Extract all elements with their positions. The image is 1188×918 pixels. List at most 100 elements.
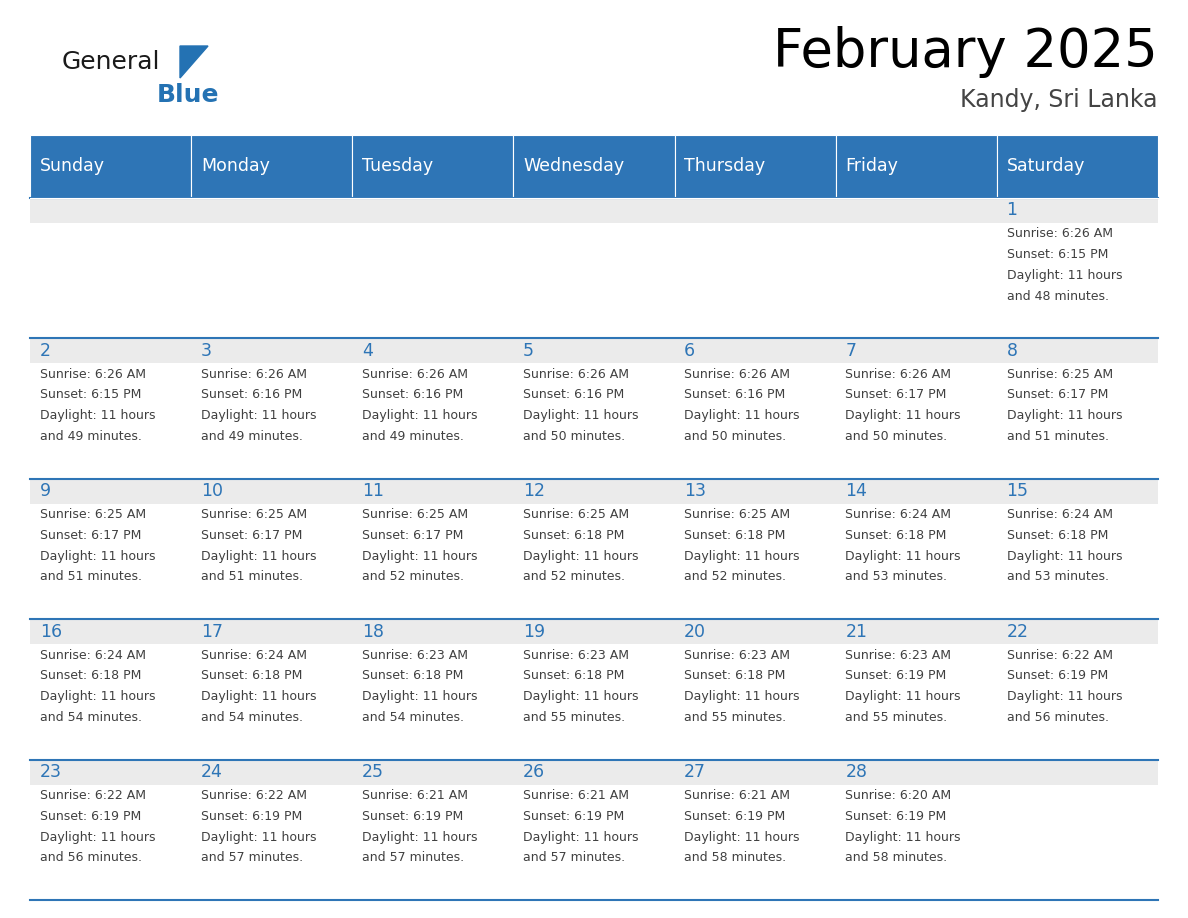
Text: and 49 minutes.: and 49 minutes. <box>201 430 303 443</box>
Bar <box>353 504 513 619</box>
Bar <box>30 478 191 504</box>
Text: Sunset: 6:19 PM: Sunset: 6:19 PM <box>201 810 302 823</box>
Text: Sunrise: 6:25 AM: Sunrise: 6:25 AM <box>39 509 146 521</box>
Text: Daylight: 11 hours: Daylight: 11 hours <box>523 550 639 563</box>
Text: 7: 7 <box>846 341 857 360</box>
Text: Sunrise: 6:23 AM: Sunrise: 6:23 AM <box>362 649 468 662</box>
Text: and 52 minutes.: and 52 minutes. <box>684 570 786 584</box>
Bar <box>997 759 1158 785</box>
Text: Sunset: 6:18 PM: Sunset: 6:18 PM <box>201 669 302 682</box>
Bar <box>835 223 997 338</box>
Bar <box>353 619 513 644</box>
Text: and 49 minutes.: and 49 minutes. <box>39 430 141 443</box>
Text: Daylight: 11 hours: Daylight: 11 hours <box>523 409 639 422</box>
Text: Daylight: 11 hours: Daylight: 11 hours <box>39 409 156 422</box>
Text: and 50 minutes.: and 50 minutes. <box>523 430 625 443</box>
Bar <box>30 223 191 338</box>
Text: and 53 minutes.: and 53 minutes. <box>846 570 947 584</box>
Text: Sunset: 6:16 PM: Sunset: 6:16 PM <box>201 388 302 401</box>
Bar <box>353 197 513 223</box>
Bar <box>835 504 997 619</box>
Text: Daylight: 11 hours: Daylight: 11 hours <box>1006 269 1121 282</box>
Text: 17: 17 <box>201 622 223 641</box>
Text: Sunrise: 6:25 AM: Sunrise: 6:25 AM <box>523 509 630 521</box>
Text: Daylight: 11 hours: Daylight: 11 hours <box>39 690 156 703</box>
Text: Kandy, Sri Lanka: Kandy, Sri Lanka <box>961 88 1158 112</box>
Text: Daylight: 11 hours: Daylight: 11 hours <box>684 831 800 844</box>
Bar <box>353 759 513 785</box>
Text: and 51 minutes.: and 51 minutes. <box>201 570 303 584</box>
Bar <box>997 223 1158 338</box>
Bar <box>191 785 353 900</box>
Text: 22: 22 <box>1006 622 1029 641</box>
Text: and 48 minutes.: and 48 minutes. <box>1006 289 1108 303</box>
Text: Daylight: 11 hours: Daylight: 11 hours <box>362 409 478 422</box>
Bar <box>30 759 191 785</box>
Text: 14: 14 <box>846 482 867 500</box>
Bar <box>675 619 835 644</box>
Text: Daylight: 11 hours: Daylight: 11 hours <box>1006 409 1121 422</box>
Text: Friday: Friday <box>846 157 898 175</box>
Text: Sunrise: 6:23 AM: Sunrise: 6:23 AM <box>523 649 630 662</box>
Text: 11: 11 <box>362 482 384 500</box>
Bar <box>191 197 353 223</box>
Text: and 52 minutes.: and 52 minutes. <box>523 570 625 584</box>
Text: 12: 12 <box>523 482 545 500</box>
Text: Daylight: 11 hours: Daylight: 11 hours <box>523 831 639 844</box>
Text: Sunset: 6:18 PM: Sunset: 6:18 PM <box>39 669 141 682</box>
Text: and 56 minutes.: and 56 minutes. <box>1006 711 1108 724</box>
Text: Sunrise: 6:25 AM: Sunrise: 6:25 AM <box>362 509 468 521</box>
Bar <box>353 785 513 900</box>
Text: and 49 minutes.: and 49 minutes. <box>362 430 463 443</box>
Bar <box>997 197 1158 223</box>
Text: Monday: Monday <box>201 157 270 175</box>
Text: Sunset: 6:17 PM: Sunset: 6:17 PM <box>201 529 302 542</box>
Text: Sunrise: 6:26 AM: Sunrise: 6:26 AM <box>362 368 468 381</box>
Bar <box>675 644 835 759</box>
Text: Sunset: 6:19 PM: Sunset: 6:19 PM <box>1006 669 1107 682</box>
Text: Sunrise: 6:26 AM: Sunrise: 6:26 AM <box>684 368 790 381</box>
Text: 18: 18 <box>362 622 384 641</box>
Text: 25: 25 <box>362 763 384 781</box>
Bar <box>835 644 997 759</box>
Text: Daylight: 11 hours: Daylight: 11 hours <box>846 831 961 844</box>
Text: 24: 24 <box>201 763 222 781</box>
Bar <box>353 364 513 478</box>
Text: Sunrise: 6:25 AM: Sunrise: 6:25 AM <box>684 509 790 521</box>
Text: Sunrise: 6:20 AM: Sunrise: 6:20 AM <box>846 789 952 802</box>
Bar <box>191 223 353 338</box>
Bar <box>191 759 353 785</box>
Bar <box>191 478 353 504</box>
Bar <box>353 223 513 338</box>
Bar <box>30 338 191 364</box>
Bar <box>835 364 997 478</box>
Bar <box>513 197 675 223</box>
Bar <box>513 785 675 900</box>
Text: Sunset: 6:18 PM: Sunset: 6:18 PM <box>684 529 785 542</box>
Text: Sunrise: 6:23 AM: Sunrise: 6:23 AM <box>846 649 952 662</box>
Text: Sunrise: 6:26 AM: Sunrise: 6:26 AM <box>846 368 952 381</box>
Bar <box>353 135 513 197</box>
Bar <box>30 619 191 644</box>
Bar <box>997 504 1158 619</box>
Text: Daylight: 11 hours: Daylight: 11 hours <box>362 550 478 563</box>
Text: Daylight: 11 hours: Daylight: 11 hours <box>846 409 961 422</box>
Text: Sunset: 6:19 PM: Sunset: 6:19 PM <box>362 810 463 823</box>
Bar <box>997 619 1158 644</box>
Text: and 51 minutes.: and 51 minutes. <box>1006 430 1108 443</box>
Text: 4: 4 <box>362 341 373 360</box>
Text: Sunrise: 6:24 AM: Sunrise: 6:24 AM <box>846 509 952 521</box>
Bar <box>997 785 1158 900</box>
Text: Wednesday: Wednesday <box>523 157 624 175</box>
Text: 23: 23 <box>39 763 62 781</box>
Text: and 51 minutes.: and 51 minutes. <box>39 570 141 584</box>
Bar <box>191 364 353 478</box>
Text: Daylight: 11 hours: Daylight: 11 hours <box>1006 550 1121 563</box>
Text: Daylight: 11 hours: Daylight: 11 hours <box>201 690 316 703</box>
Text: 28: 28 <box>846 763 867 781</box>
Text: Sunset: 6:17 PM: Sunset: 6:17 PM <box>362 529 463 542</box>
Text: Daylight: 11 hours: Daylight: 11 hours <box>846 550 961 563</box>
Text: Sunrise: 6:26 AM: Sunrise: 6:26 AM <box>201 368 307 381</box>
Text: 20: 20 <box>684 622 706 641</box>
Bar <box>191 504 353 619</box>
